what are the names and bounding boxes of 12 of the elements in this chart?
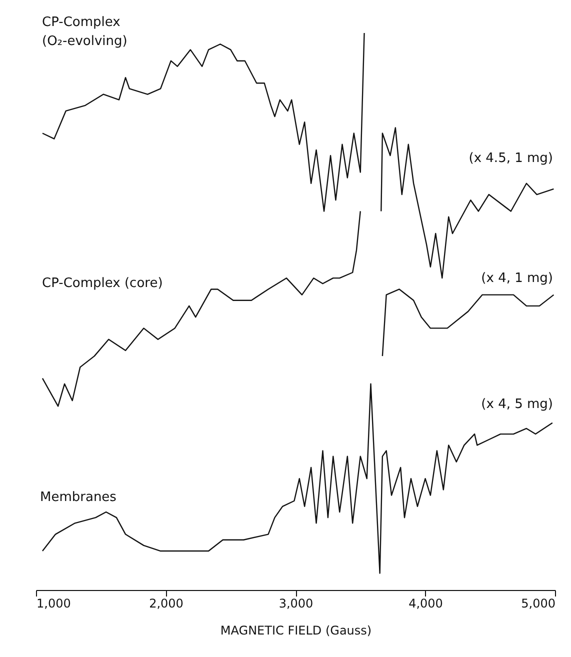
annotation: (x 4, 1 mg) [481, 271, 553, 286]
x-tick-label: 3,000 [278, 596, 314, 610]
text: CP-Complex (core) [42, 276, 163, 291]
x-axis-title: MAGNETIC FIELD (Gauss) [220, 624, 372, 638]
annotation: (x 4, 5 mg) [481, 397, 553, 412]
x-tick-label: 5,000 [521, 596, 556, 610]
x-tick-label: 2,000 [149, 596, 184, 610]
annotation: (x 4.5, 1 mg) [468, 151, 553, 166]
series-label: Membranes [40, 490, 117, 505]
x-tick-label: 4,000 [408, 596, 443, 610]
text: CP-Complex (O₂-evolving) [42, 15, 128, 49]
x-tick-label: 1,000 [36, 596, 71, 610]
